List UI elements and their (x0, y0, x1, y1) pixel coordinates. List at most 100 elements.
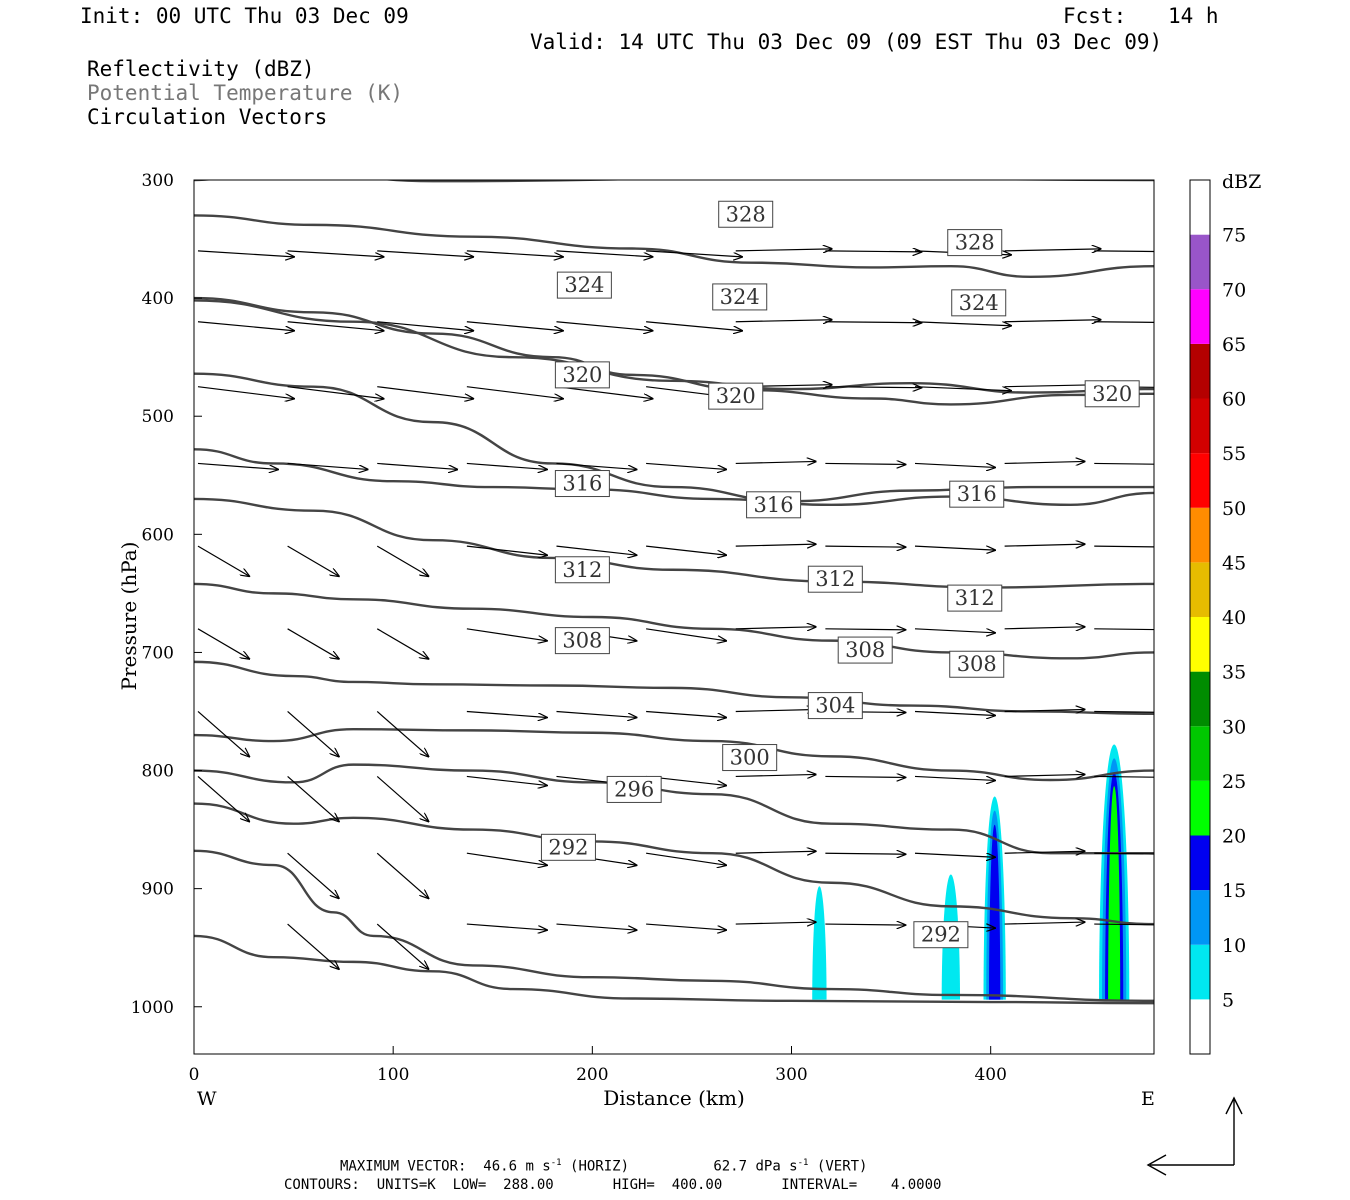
contours-info: CONTOURS: UNITS=K LOW= 288.00 HIGH= 400.… (284, 1177, 942, 1193)
contour-label-box (837, 636, 893, 664)
circulation-vector (466, 386, 563, 399)
circulation-vector (556, 923, 636, 930)
colorbar-label: 35 (1222, 662, 1246, 684)
circulation-vector (825, 387, 921, 388)
circulation-vector (1004, 544, 1085, 546)
circulation-vector (914, 321, 1011, 326)
west-label: W (197, 1088, 217, 1110)
circulation-vector (646, 321, 742, 331)
circulation-vector (197, 386, 294, 399)
circulation-vector (466, 923, 547, 930)
circulation-vector (197, 462, 278, 469)
colorbar-swatch (1190, 617, 1210, 672)
contour-label: 300 (730, 746, 770, 770)
contour-label: 316 (957, 482, 997, 506)
colorbar-label: 55 (1222, 443, 1246, 465)
contour-label: 324 (564, 273, 604, 297)
circulation-vector (466, 545, 547, 555)
contour-label: 292 (548, 835, 588, 859)
circulation-vector (1004, 385, 1101, 387)
east-label: E (1141, 1088, 1155, 1110)
init-time: Init: 00 UTC Thu 03 Dec 09 (80, 4, 409, 28)
reflectivity-shading (812, 744, 1130, 1000)
field-reflectivity: Reflectivity (dBZ) (87, 57, 315, 81)
y-tick-label: 500 (142, 407, 174, 427)
valid-time: Valid: 14 UTC Thu 03 Dec 09 (09 EST Thu … (530, 30, 1163, 54)
x-axis-label: Distance (km) (603, 1086, 745, 1110)
contour-label: 316 (562, 472, 602, 496)
circulation-vector (1094, 710, 1154, 713)
contour-label-box (949, 480, 1005, 508)
contour-label-box (540, 833, 596, 861)
circulation-vector (1004, 709, 1085, 711)
circulation-vector (287, 386, 384, 399)
circulation-vector (825, 629, 905, 630)
contour-label-box (606, 775, 662, 803)
x-tick-label: 200 (576, 1065, 608, 1085)
colorbar-swatch (1190, 780, 1210, 836)
colorbar-label: 30 (1222, 716, 1246, 738)
contour-label: 312 (955, 586, 995, 610)
y-tick-label: 600 (142, 525, 174, 545)
circulation-vector (825, 322, 921, 323)
theta-contour (194, 214, 1154, 279)
circulation-vector (197, 775, 249, 821)
contour-label: 324 (959, 291, 999, 315)
theta-contour (194, 849, 1154, 1003)
contour-label-box (712, 283, 768, 311)
contour-label: 304 (815, 694, 855, 718)
contour-label-box (1084, 380, 1140, 408)
contour-label-box (947, 229, 1003, 257)
colorbar-swatch (1190, 398, 1210, 454)
x-tick-label: 400 (974, 1065, 1006, 1085)
circulation-vector (287, 852, 339, 898)
forecast-label: Fcst: (1063, 4, 1127, 28)
circulation-vector (735, 544, 816, 546)
reflectivity-cell (812, 886, 827, 1000)
contour-label: 328 (955, 231, 995, 255)
circulation-vector (735, 922, 816, 924)
circulation-vector (646, 852, 726, 865)
circulation-vector (646, 250, 742, 257)
circulation-vector (287, 775, 339, 821)
contour-label-box (807, 692, 863, 720)
circulation-vector (1094, 628, 1154, 631)
contour-label-box (913, 921, 969, 949)
circulation-vector (825, 251, 921, 252)
circulation-vector (1004, 249, 1101, 251)
contour-labels: 328 328 324 324 324 320 320 320 316 316 316 312 312 3… (540, 200, 1140, 949)
circulation-vector (735, 461, 816, 463)
field-potential-temperature: Potential Temperature (K) (87, 81, 404, 105)
contour-label-box (951, 289, 1007, 317)
circulation-vector (287, 545, 339, 576)
theta-contour (194, 660, 1154, 716)
circulation-vector (914, 775, 995, 780)
circulation-vector (646, 628, 726, 641)
circulation-vectors (197, 249, 1154, 969)
theta-contour (194, 763, 1154, 855)
circulation-vector (466, 462, 547, 469)
circulation-vector (735, 320, 832, 322)
circulation-vector (287, 321, 384, 331)
circulation-vector (287, 711, 339, 756)
circulation-vector (1094, 250, 1154, 253)
contour-label: 320 (716, 384, 756, 408)
contour-label-box (718, 200, 774, 228)
circulation-vector (556, 545, 636, 555)
colorbar-label: 40 (1222, 607, 1246, 629)
colorbar-label: 50 (1222, 498, 1246, 520)
y-tick-label: 900 (142, 880, 174, 900)
circulation-vector (287, 923, 339, 969)
circulation-vector (556, 386, 652, 399)
circulation-vector (1004, 320, 1101, 322)
colorbar-swatch (1190, 234, 1210, 290)
circulation-vector (825, 463, 905, 464)
theta-contour (194, 180, 1154, 183)
circulation-vector (197, 545, 249, 576)
contour-label-box (554, 627, 610, 655)
contour-label-box (722, 744, 778, 772)
y-tick-label: 800 (142, 762, 174, 782)
circulation-vector (646, 923, 726, 930)
contour-label: 312 (815, 567, 855, 591)
circulation-vector (1094, 545, 1154, 548)
